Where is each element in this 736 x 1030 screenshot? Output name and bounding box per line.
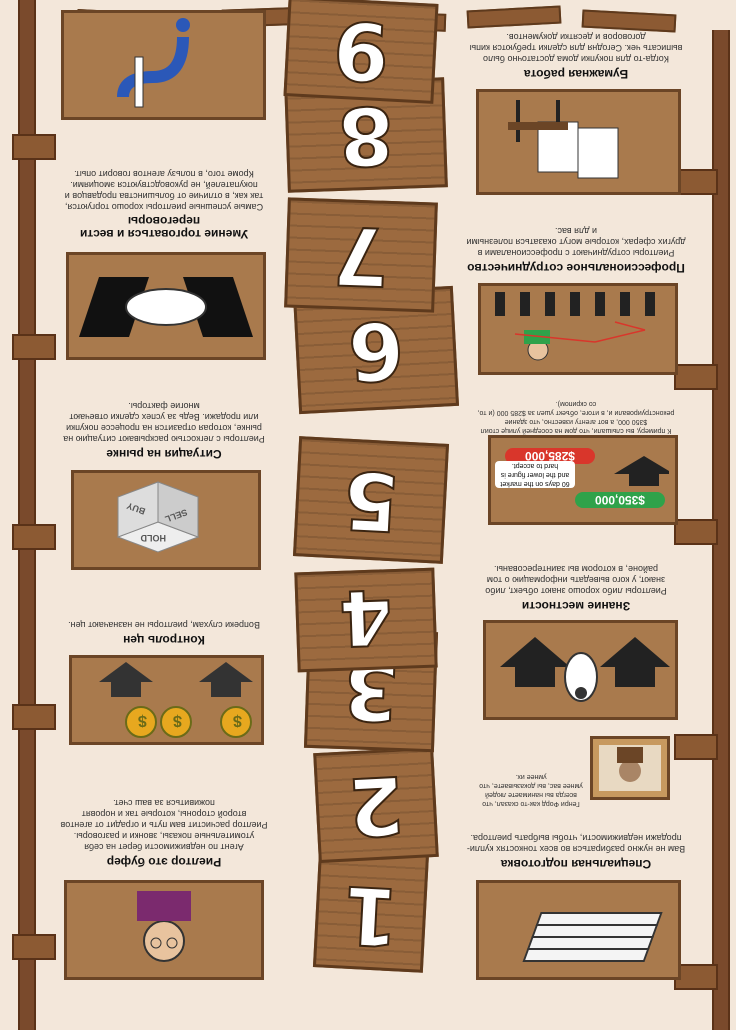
crate-1: 1 — [312, 847, 430, 973]
portrait-frame — [590, 736, 670, 800]
crate-number-2: 2 — [345, 757, 407, 855]
section-title-6: Ситуация на рынке — [106, 447, 222, 461]
section-text-5: К примеру, вы слышали, что дом на соседн… — [477, 400, 675, 434]
svg-text:$: $ — [233, 712, 242, 729]
price-control-sign: $ $ $ — [69, 655, 264, 745]
question-mark-icon — [117, 18, 190, 108]
section-text-1: Вам не нужно разбираться во всех тонкост… — [466, 833, 686, 854]
books-sign — [476, 880, 681, 980]
speech-bubble: 60 days on the market and the lower figu… — [495, 461, 575, 488]
crate-number-4: 4 — [337, 571, 395, 664]
section-text-4: Вопреки слухам, риелторы не назначают це… — [68, 620, 260, 630]
section-text-9: Когда-то для покупки дома достаточно был… — [469, 32, 683, 64]
crate-number-1: 1 — [339, 867, 401, 965]
pole-stub — [12, 334, 56, 360]
location-sign — [483, 620, 678, 720]
price-tag-high: $350,000 — [575, 492, 665, 508]
crate-4: 4 — [294, 567, 438, 673]
pole-stub — [12, 934, 56, 960]
svg-text:$: $ — [173, 712, 182, 729]
henry-ford-portrait-icon — [599, 745, 661, 791]
pole-stub — [12, 134, 56, 160]
pole-stub — [12, 704, 56, 730]
books-icon — [522, 912, 663, 962]
svg-text:$: $ — [138, 712, 147, 729]
handshake-icon — [79, 277, 253, 337]
fence-plank — [466, 5, 562, 29]
paperwork-icon — [508, 100, 619, 179]
section-text-2: Агент по недвижимости берет на себя утом… — [60, 798, 268, 852]
crate-number-7: 7 — [331, 207, 392, 304]
handshake-sign — [66, 252, 266, 360]
crate-5: 5 — [292, 436, 450, 564]
market-sign: SELL BUY HOLD — [71, 470, 261, 570]
price-sign: $350,000 $285,000 60 days on the market … — [488, 435, 678, 525]
professional-network-icon — [495, 292, 655, 361]
section-title-7: Профессиональное сотрудничество — [467, 261, 685, 275]
pole-stub — [674, 364, 718, 390]
crate-7: 7 — [284, 197, 438, 313]
coins-and-houses-icon: $ $ $ — [99, 662, 253, 738]
section-text-3: Риелторы либо хорошо знают объект, либо … — [485, 564, 667, 596]
pole-stub — [674, 734, 718, 760]
section-text-8: Самые успешные риелторы хорошо торгуются… — [64, 169, 264, 212]
question-sign — [61, 10, 266, 120]
network-sign — [478, 283, 678, 375]
section-title-1: Специальная подготовка — [500, 857, 652, 871]
section-title-2: Риелтор это буфер — [106, 855, 222, 869]
buffer-sign — [64, 880, 264, 980]
down-arrow-icon — [614, 456, 669, 486]
section-text-6: Риелторы с легкостью раскрывают ситуацию… — [63, 401, 265, 444]
paperwork-sign — [476, 89, 681, 195]
section-text-7: Риелторы сотрудничают с профессионалами … — [466, 226, 686, 258]
crate-number-9: 9 — [330, 2, 392, 100]
section-title-4: Контроль цен — [123, 633, 205, 647]
pole-stub — [674, 519, 718, 545]
crate-number-6: 6 — [345, 302, 407, 400]
cube-word-hold: HOLD — [140, 533, 166, 543]
section-note-1: Генри Форд как-то сказал, что всегда вы … — [479, 773, 583, 807]
section-title-3: Знание местности — [521, 599, 631, 613]
section-title-8: Умение торговаться и вести переговоры — [79, 214, 249, 241]
crate-number-5: 5 — [340, 452, 402, 550]
fence-plank — [581, 9, 677, 33]
crate-9: 9 — [283, 0, 439, 104]
crate-2: 2 — [313, 746, 439, 864]
location-icon — [500, 637, 670, 702]
pole-stub — [12, 524, 56, 550]
section-title-9: Бумажная работа — [523, 67, 629, 81]
realtor-icon — [137, 891, 191, 962]
